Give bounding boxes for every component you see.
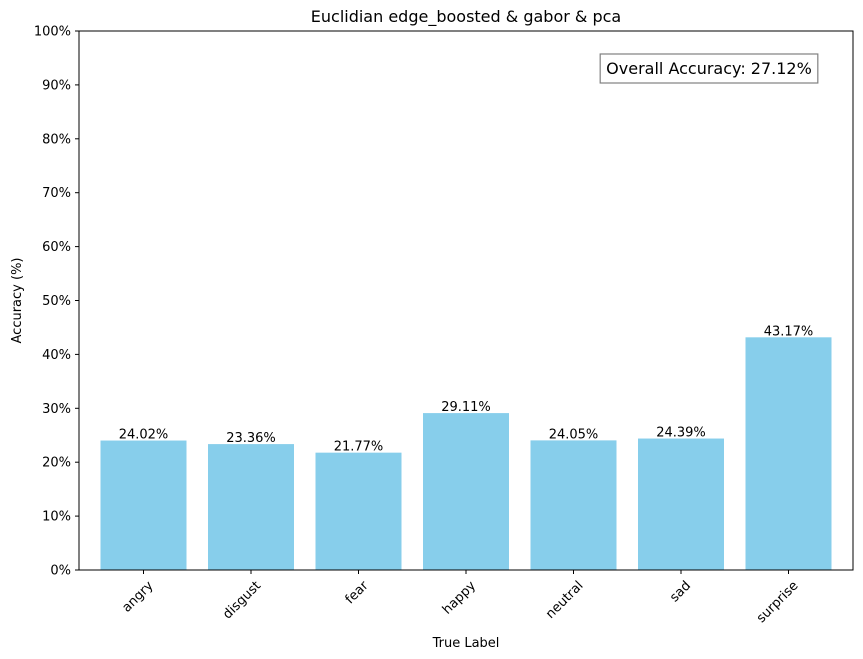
y-tick-label: 30%	[42, 402, 71, 417]
bar-happy	[423, 413, 509, 570]
bar-value-label: 24.02%	[119, 428, 169, 443]
x-tick-label: sad	[667, 578, 694, 605]
y-axis-label: Accuracy (%)	[10, 258, 25, 344]
y-tick-label: 80%	[42, 132, 71, 147]
chart-title: Euclidian edge_boosted & gabor & pca	[311, 7, 621, 27]
y-tick-label: 90%	[42, 78, 71, 93]
x-tick-label: neutral	[543, 578, 586, 621]
bar-value-label: 43.17%	[764, 324, 814, 339]
plot-frame	[78, 30, 854, 571]
y-tick-label: 60%	[42, 240, 71, 255]
y-tick-label: 40%	[42, 348, 71, 363]
x-tick-label: angry	[119, 578, 156, 615]
bar-value-label: 24.05%	[549, 427, 599, 442]
y-axis: 0% 10% 20% 30% 40% 50% 60% 70% 80% 90% 100%	[34, 25, 79, 579]
y-tick-label: 0%	[50, 564, 71, 579]
bar-sad	[638, 438, 724, 570]
bar-angry	[100, 440, 187, 570]
bar-neutral	[530, 440, 617, 570]
bars	[100, 337, 832, 570]
x-tick-label: disgust	[220, 578, 264, 622]
bar-value-label: 24.39%	[656, 426, 706, 441]
x-tick-label: happy	[440, 578, 479, 617]
overall-accuracy-annotation: Overall Accuracy: 27.12%	[599, 53, 819, 84]
x-axis: angry disgust fear happy neutral sad surprise	[119, 570, 802, 626]
y-tick-label: 10%	[42, 510, 71, 525]
x-tick-label: surprise	[754, 578, 802, 626]
bar-value-labels: 24.02% 23.36% 21.77% 29.11% 24.05% 24.39% 43.1…	[119, 324, 814, 454]
annotation-box	[599, 53, 819, 84]
bar-surprise	[745, 337, 832, 570]
y-tick-label: 100%	[34, 25, 71, 40]
x-tick-label: fear	[343, 578, 372, 607]
annotation-text: Overall Accuracy: 27.12%	[606, 59, 812, 78]
bar-value-label: 21.77%	[334, 440, 384, 455]
y-tick-label: 20%	[42, 456, 71, 471]
bar-value-label: 23.36%	[226, 431, 276, 446]
x-axis-label: True Label	[432, 636, 500, 651]
bar-fear	[315, 452, 402, 570]
y-tick-label: 50%	[42, 294, 71, 309]
bar-value-label: 29.11%	[441, 400, 491, 415]
bar-disgust	[208, 444, 294, 570]
y-tick-label: 70%	[42, 186, 71, 201]
